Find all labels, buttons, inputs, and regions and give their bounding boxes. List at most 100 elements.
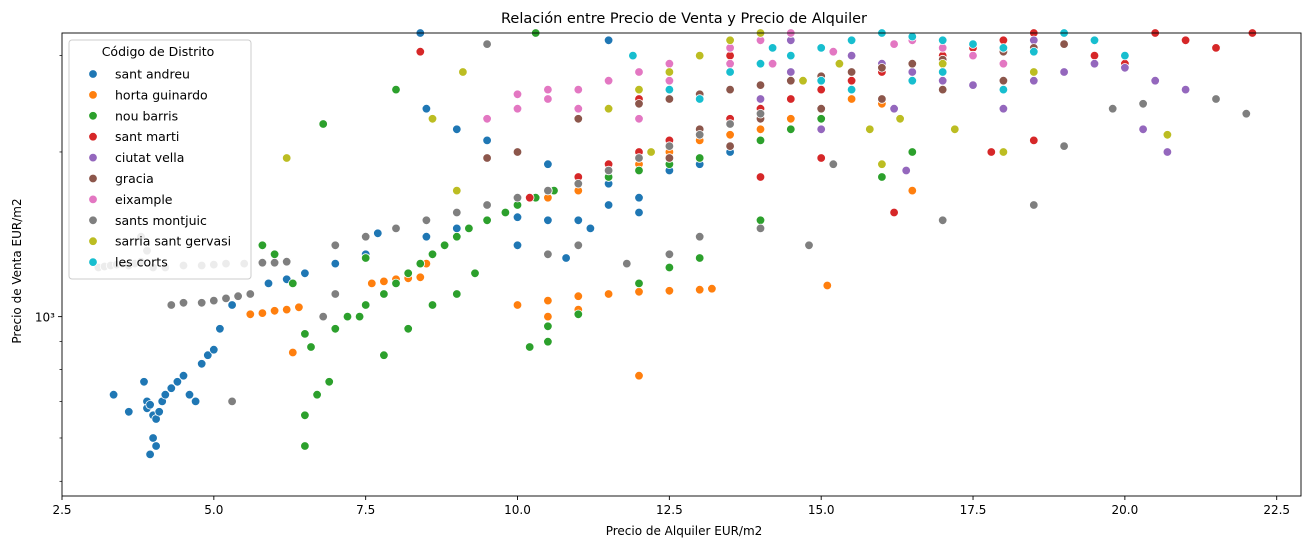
data-point: [1211, 43, 1221, 53]
data-point: [512, 212, 523, 222]
data-point: [1029, 75, 1039, 86]
data-point: [707, 284, 717, 294]
data-point: [634, 153, 644, 163]
data-point: [664, 94, 675, 104]
data-point: [907, 185, 918, 196]
data-point: [464, 223, 474, 234]
data-point: [452, 124, 462, 135]
data-point: [379, 350, 389, 360]
data-point: [664, 67, 675, 77]
data-point: [695, 153, 705, 163]
data-point: [300, 329, 310, 339]
data-point: [634, 114, 644, 124]
data-point: [846, 67, 857, 77]
data-point: [664, 75, 675, 86]
data-point: [889, 103, 899, 114]
data-point: [145, 449, 155, 460]
data-point: [804, 240, 814, 251]
data-point: [968, 39, 978, 49]
data-point: [245, 289, 256, 299]
data-point: [634, 165, 644, 176]
data-point: [786, 67, 796, 77]
data-point: [151, 441, 161, 451]
legend-label: ciutat vella: [115, 150, 184, 165]
data-point: [330, 240, 341, 251]
data-point: [573, 84, 584, 95]
data-point: [166, 383, 177, 393]
x-tick-label: 2.5: [52, 503, 71, 517]
data-point: [755, 124, 766, 135]
data-point: [1107, 103, 1118, 114]
legend-label: sant marti: [115, 129, 179, 144]
data-point: [269, 249, 280, 260]
series-nou-barris: [257, 28, 918, 451]
data-point: [543, 185, 553, 196]
data-point: [427, 114, 438, 124]
data-point: [603, 289, 614, 299]
data-point: [512, 103, 523, 114]
data-point: [822, 280, 833, 291]
data-point: [968, 80, 978, 90]
legend-label: eixample: [115, 192, 173, 207]
data-point: [421, 231, 432, 242]
data-point: [846, 75, 857, 86]
data-point: [145, 400, 155, 410]
data-point: [282, 257, 292, 267]
data-point: [543, 311, 553, 322]
data-point: [1059, 39, 1069, 49]
data-point: [603, 103, 614, 114]
legend-label: sant andreu: [115, 67, 190, 82]
data-point: [968, 50, 978, 61]
data-point: [263, 278, 274, 289]
data-point: [816, 103, 826, 114]
series-sants-montjuic: [93, 39, 1252, 407]
data-point: [294, 302, 304, 313]
data-point: [525, 342, 535, 352]
data-point: [634, 84, 644, 95]
data-point: [257, 308, 268, 318]
data-point: [725, 119, 735, 129]
data-point: [543, 215, 553, 226]
data-point: [695, 94, 705, 104]
data-point: [227, 300, 237, 310]
data-point: [288, 347, 298, 358]
legend-label: gracia: [115, 171, 154, 186]
data-point: [786, 94, 796, 104]
data-point: [500, 207, 511, 218]
x-tick-label: 7.5: [356, 503, 375, 517]
data-point: [798, 75, 808, 86]
data-point: [755, 108, 766, 119]
data-point: [354, 311, 365, 322]
data-point: [452, 207, 462, 218]
data-point: [634, 99, 644, 109]
data-point: [108, 390, 119, 400]
data-point: [154, 407, 164, 417]
legend-marker: [88, 215, 98, 226]
data-point: [1120, 63, 1130, 73]
data-point: [421, 215, 432, 226]
data-point: [998, 103, 1009, 114]
data-point: [203, 350, 213, 360]
series-ciutat-vella: [725, 28, 1191, 176]
data-point: [603, 165, 614, 176]
data-point: [190, 396, 201, 407]
data-point: [573, 114, 584, 124]
legend-marker: [88, 194, 98, 205]
data-point: [427, 249, 438, 260]
data-point: [482, 114, 492, 124]
data-point: [1029, 200, 1039, 210]
data-point: [664, 59, 675, 69]
data-point: [233, 291, 243, 301]
series-sant-marti: [415, 28, 1258, 218]
data-point: [160, 390, 171, 400]
data-point: [415, 258, 426, 269]
data-point: [1138, 99, 1148, 109]
data-point: [725, 59, 735, 69]
legend-marker: [88, 257, 98, 267]
data-point: [427, 300, 438, 310]
data-point: [725, 141, 735, 151]
data-point: [725, 67, 735, 77]
data-point: [725, 130, 735, 140]
data-point: [361, 253, 371, 263]
legend-label: sants montjuic: [115, 213, 207, 228]
